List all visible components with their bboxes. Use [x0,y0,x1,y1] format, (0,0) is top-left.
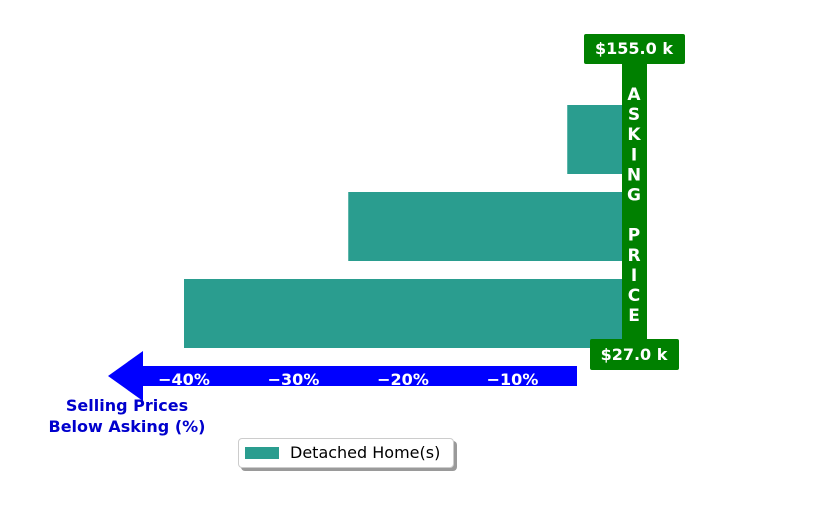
bar [567,105,622,174]
asking-price-letter: I [631,145,637,165]
price-min-box [590,339,679,370]
legend: Detached Home(s) [238,438,454,468]
x-tick-label: −20% [377,370,429,389]
asking-price-letter: N [627,165,641,185]
bar [348,192,622,261]
asking-price-letter: E [628,306,640,326]
asking-price-letter: C [628,286,640,306]
x-tick-label: −30% [268,370,320,389]
asking-price-letter: P [628,226,640,246]
x-tick-label: −10% [487,370,539,389]
price-max-label: $155.0 k [595,39,673,58]
price-max-box [584,34,685,64]
price-min-label: $27.0 k [601,345,668,364]
asking-price-letter: G [627,186,641,206]
asking-price-bar [622,62,647,342]
tick-labels-group: −40% −30% −20% −10% [158,370,538,389]
asking-price-letter: R [627,246,640,266]
legend-swatch [245,447,279,459]
asking-price-letter: A [627,85,641,105]
asking-price-letter: I [631,266,637,286]
x-axis-label: Selling Prices Below Asking (%) [49,396,206,436]
asking-price-letter: S [628,105,640,125]
bar [184,279,622,348]
x-tick-label: −40% [158,370,210,389]
asking-price-letter: K [627,125,641,145]
bars-group [184,105,622,348]
legend-label: Detached Home(s) [290,443,441,462]
axis-arrow [108,351,577,401]
